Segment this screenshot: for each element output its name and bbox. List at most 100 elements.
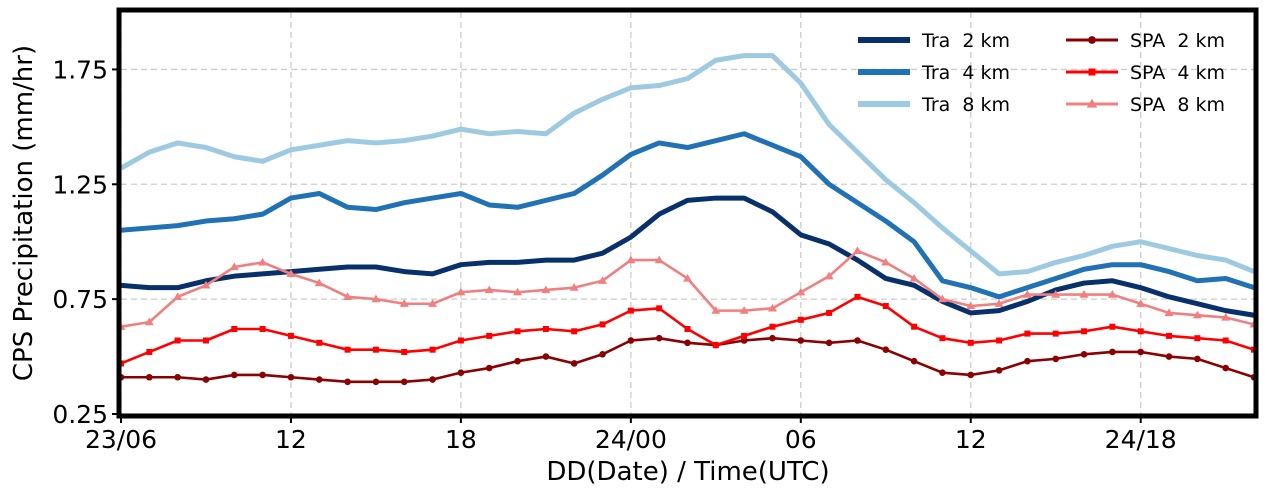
data-point-spa-8-km	[767, 303, 777, 312]
legend-marker	[1088, 36, 1096, 44]
data-point-spa-8-km	[881, 257, 891, 266]
data-point-spa-2-km	[967, 371, 975, 379]
data-point-spa-4-km	[1052, 330, 1059, 337]
series-line-tra-4-km	[121, 131, 1254, 300]
data-point-spa-2-km	[174, 373, 181, 381]
data-point-spa-2-km	[429, 376, 436, 383]
data-point-spa-2-km	[769, 334, 776, 342]
y-tick-label: 0.75	[52, 285, 108, 314]
x-axis-title: DD(Date) / Time(UTC)	[546, 457, 829, 487]
x-tick-label: 24/00	[595, 425, 667, 454]
y-tick-label: 1.75	[52, 55, 108, 84]
data-point-spa-2-km	[202, 376, 210, 383]
data-point-spa-4-km	[316, 339, 323, 346]
data-point-spa-8-km	[994, 299, 1004, 307]
data-point-spa-4-km	[911, 323, 918, 330]
data-point-spa-8-km	[598, 276, 608, 284]
data-point-spa-8-km	[1249, 319, 1254, 328]
data-point-spa-2-km	[542, 353, 550, 360]
data-point-spa-4-km	[202, 337, 209, 344]
data-point-spa-8-km	[626, 255, 636, 264]
data-point-spa-8-km	[173, 292, 183, 300]
data-point-spa-4-km	[627, 307, 634, 314]
data-point-spa-2-km	[599, 350, 606, 358]
legend-label: SPA 8 km	[1130, 94, 1225, 116]
data-point-spa-2-km	[1052, 355, 1060, 363]
data-point-spa-4-km	[121, 360, 124, 367]
data-point-spa-4-km	[429, 346, 436, 353]
data-point-spa-8-km	[1022, 290, 1032, 298]
x-tick-label: 24/18	[1105, 425, 1177, 454]
data-point-spa-4-km	[344, 346, 351, 353]
data-point-spa-2-km	[372, 378, 380, 386]
data-point-spa-2-km	[231, 371, 238, 379]
data-point-spa-2-km	[1024, 357, 1031, 365]
legend-item-spa-8-km: SPA 8 km	[1066, 94, 1225, 116]
data-point-spa-4-km	[826, 309, 833, 316]
data-point-spa-8-km	[399, 299, 409, 307]
data-point-spa-8-km	[229, 262, 239, 271]
data-point-spa-4-km	[769, 323, 776, 330]
data-point-spa-2-km	[485, 364, 493, 372]
series-spa-2-km	[121, 334, 1254, 386]
data-point-spa-2-km	[457, 369, 465, 376]
data-point-spa-8-km	[739, 306, 749, 314]
data-point-spa-4-km	[542, 326, 549, 333]
data-point-spa-8-km	[824, 271, 834, 280]
data-point-spa-2-km	[655, 334, 663, 342]
data-point-spa-8-km	[286, 269, 296, 278]
data-point-spa-4-km	[967, 339, 974, 346]
legend-label: Tra 4 km	[921, 62, 1010, 84]
data-point-spa-4-km	[1137, 328, 1144, 335]
data-point-spa-4-km	[1222, 337, 1229, 344]
data-point-spa-2-km	[570, 360, 578, 367]
data-point-spa-8-km	[937, 294, 947, 303]
data-point-spa-8-km	[1051, 290, 1061, 298]
data-point-spa-4-km	[486, 332, 493, 339]
data-point-spa-8-km	[541, 285, 551, 294]
series-spa-8-km	[121, 246, 1254, 330]
data-point-spa-2-km	[1194, 355, 1201, 363]
data-point-spa-8-km	[201, 280, 211, 289]
data-point-spa-8-km	[569, 283, 579, 291]
data-point-spa-8-km	[909, 273, 919, 282]
legend-label: Tra 8 km	[921, 94, 1010, 116]
series-spa-4-km	[121, 293, 1254, 367]
data-point-spa-4-km	[146, 348, 153, 355]
data-point-spa-8-km	[1221, 313, 1231, 321]
data-point-spa-4-km	[741, 332, 748, 339]
data-point-spa-2-km	[1165, 353, 1173, 360]
data-point-spa-4-km	[854, 293, 861, 300]
data-point-spa-4-km	[1166, 332, 1173, 339]
data-point-spa-8-km	[371, 294, 381, 303]
legend-label: SPA 4 km	[1130, 62, 1225, 84]
data-point-spa-2-km	[1080, 350, 1088, 358]
data-point-spa-8-km	[796, 287, 806, 296]
data-point-spa-4-km	[401, 348, 408, 355]
data-point-spa-4-km	[514, 328, 521, 335]
x-tick-label: 18	[445, 425, 477, 454]
data-point-spa-8-km	[258, 257, 268, 266]
data-point-spa-2-km	[882, 346, 890, 353]
data-point-spa-8-km	[1136, 299, 1146, 307]
legend: Tra 2 km Tra 4 km Tra 8 km SPA 2 km SPA 4 km…	[858, 30, 1225, 116]
data-point-spa-8-km	[1164, 308, 1174, 317]
data-point-spa-2-km	[854, 337, 861, 344]
data-point-spa-8-km	[343, 292, 353, 300]
plot-frame	[116, 7, 1259, 419]
data-point-spa-2-km	[146, 373, 153, 381]
legend-item-tra-8-km: Tra 8 km	[858, 94, 1010, 116]
data-point-spa-2-km	[939, 369, 946, 376]
data-point-spa-2-km	[627, 337, 635, 344]
y-axis-ticks: 0.25 0.75 1.25 1.75	[52, 55, 119, 429]
data-point-spa-4-km	[571, 328, 578, 335]
data-point-spa-4-km	[1109, 323, 1116, 330]
data-point-spa-8-km	[314, 278, 324, 287]
legend-item-tra-2-km: Tra 2 km	[858, 30, 1010, 52]
data-point-spa-4-km	[259, 326, 266, 333]
legend-marker	[1086, 98, 1098, 108]
data-point-spa-4-km	[882, 303, 889, 310]
